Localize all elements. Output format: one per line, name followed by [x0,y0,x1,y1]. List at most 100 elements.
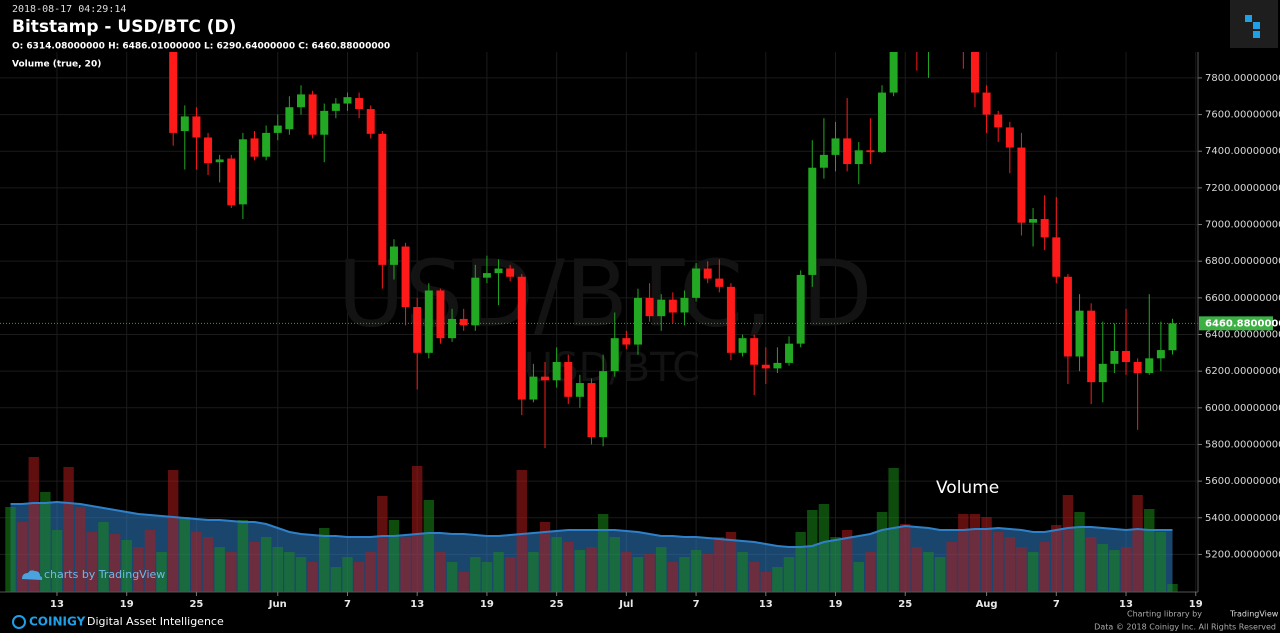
candle-body [169,52,178,133]
candle-body [750,338,759,365]
candle-body [262,132,271,157]
volume-bar [226,552,237,592]
volume-bar [423,500,435,592]
credit: Charting library by [1127,610,1202,619]
candle-body [285,107,294,130]
candle-body [831,138,840,155]
candle-body [703,268,712,279]
candle-body [819,154,828,168]
volume-bar [958,514,969,592]
volume-bar [807,510,818,592]
candle-body [843,138,852,165]
volume-bar [1016,547,1027,592]
candle-body [389,246,398,265]
candle-body [761,364,770,369]
ohlc-text: O: 6314.08000000 H: 6486.01000000 L: 629… [12,42,390,52]
candle-body [424,290,433,353]
volume-bar [51,530,63,592]
candle-body [320,110,329,135]
candle-body [808,167,817,275]
logo-mark [1253,31,1260,38]
volume-bar [388,520,400,592]
volume-bar [237,520,249,592]
volume-bar [528,552,539,592]
candle-body [308,94,317,135]
candle-body [575,383,584,397]
volume-bar [644,554,655,592]
volume-bar [377,496,388,592]
y-tick-label: 6000.00000000 [1205,403,1280,414]
candle-body [355,98,364,110]
volume-bar [353,562,365,592]
volume-bar [865,552,876,592]
volume-bar [539,522,551,592]
candle-body [1052,237,1061,277]
candle-body [1168,323,1177,351]
volume-bar [412,466,423,592]
candle-body [378,133,387,265]
indicator-label: Volume (true, 20) [12,60,101,70]
y-tick-label: 6600.00000000 [1205,293,1280,304]
candle-body [552,361,561,381]
volume-bar [342,557,353,592]
volume-bar [504,557,516,592]
x-tick-label: 13 [1119,599,1133,610]
volume-bar [481,562,493,592]
candle-body [227,158,236,206]
volume-bar [400,537,411,592]
y-tick-label: 6800.00000000 [1205,256,1280,267]
candle-body [866,150,875,153]
volume-bar [28,457,39,592]
volume-bar [435,552,446,592]
volume-bar [98,522,109,592]
candle-body [192,116,201,138]
logo-mark [1253,22,1260,29]
volume-bar [748,562,760,592]
volume-label: Volume [936,478,999,498]
candle-body [622,338,631,345]
volume-bar [574,550,586,592]
badge-icon [22,570,43,580]
candle-body [366,109,375,134]
y-tick-label: 7000.00000000 [1205,220,1280,231]
candle-body [517,276,526,400]
tv-badge[interactable]: charts by TradingView [22,568,165,581]
volume-bar [144,530,156,592]
candle-body [459,318,468,326]
x-tick-label: Aug [976,599,998,610]
volume-bar [109,534,121,592]
candle-body [1005,127,1014,148]
candle-body [204,137,213,164]
last-price-label: 6460.88000000 [1205,318,1280,329]
logo[interactable] [1230,0,1278,48]
x-tick-label: 7 [344,599,351,610]
x-tick-label: 19 [120,599,134,610]
volume-bar [923,552,934,592]
volume-bar [1027,552,1039,592]
candle-body [1098,363,1107,383]
candle-body [715,278,724,287]
price-axis: 5200.00000000 5400.00000000 5600.00000000 5… [1198,73,1280,560]
volume-bar [1074,512,1085,592]
candle-body [1122,350,1131,362]
volume-bar [1120,547,1132,592]
badge-text[interactable]: charts by TradingView [44,568,165,581]
candle-body [738,338,747,353]
y-tick-label: 7600.00000000 [1205,110,1280,121]
volume-bar [214,547,225,592]
volume-bar [830,537,841,592]
volume-bar [191,532,202,592]
candle-body [250,138,259,157]
candles [0,52,1198,449]
volume-bar [853,562,864,592]
credit-brand[interactable]: TradingView [1229,610,1279,619]
brand[interactable]: COINIGY [29,615,86,629]
volume-bar [167,470,179,592]
volume-bar [1085,537,1097,592]
volume-bar [1167,584,1178,592]
y-tick-label: 7200.00000000 [1205,183,1280,194]
volume-bar [133,547,144,592]
volume-bar [1039,542,1050,592]
